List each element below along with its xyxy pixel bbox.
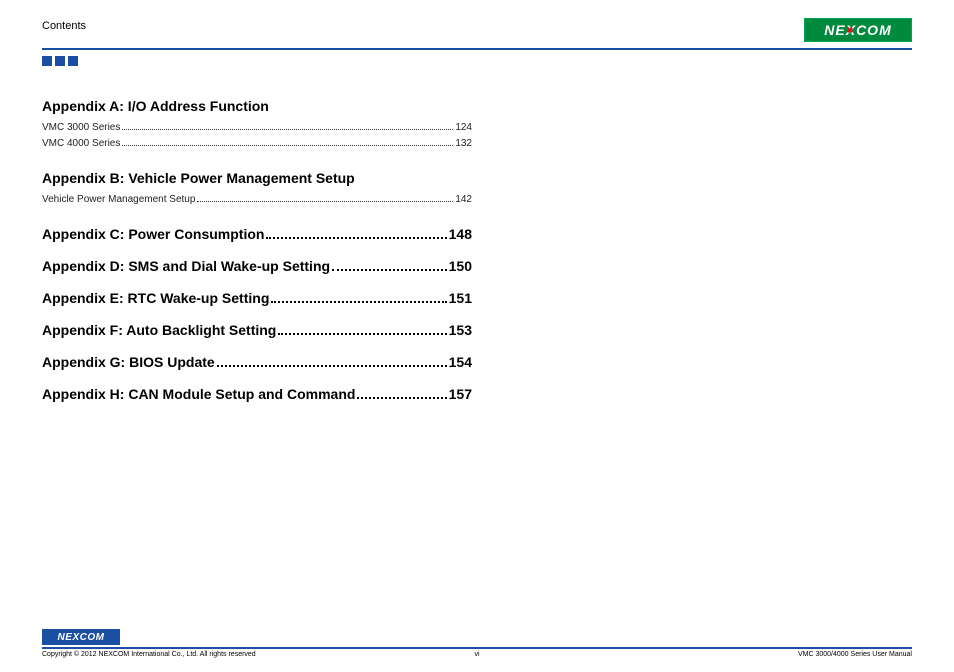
header-section-label: Contents (42, 18, 86, 32)
footer-row: Copyright © 2012 NEXCOM International Co… (42, 651, 912, 658)
toc-page: 153 (449, 322, 472, 338)
leader-dots (332, 258, 447, 271)
toc-label: VMC 3000 Series (42, 120, 120, 136)
square-icon (55, 56, 65, 66)
toc-page: 142 (455, 192, 472, 208)
page-footer: NEXCOM Copyright © 2012 NEXCOM Internati… (42, 629, 912, 658)
footer-nexcom-logo: NEXCOM (42, 629, 120, 645)
copyright-text: Copyright © 2012 NEXCOM International Co… (42, 651, 256, 658)
toc-label: Appendix H: CAN Module Setup and Command (42, 386, 355, 402)
appendix-g-entry[interactable]: Appendix G: BIOS Update 154 (42, 354, 472, 370)
toc-page: 154 (449, 354, 472, 370)
logo-x-icon: X (846, 22, 856, 38)
toc-label: Appendix F: Auto Backlight Setting (42, 322, 276, 338)
toc-label: Appendix G: BIOS Update (42, 354, 215, 370)
toc-page: 132 (455, 136, 472, 152)
toc-page: 157 (449, 386, 472, 402)
leader-dots (217, 354, 447, 367)
leader-dots (271, 290, 446, 303)
appendix-c-entry[interactable]: Appendix C: Power Consumption 148 (42, 226, 472, 242)
toc-content: Appendix A: I/O Address Function VMC 300… (42, 98, 472, 402)
leader-dots (357, 386, 446, 399)
logo-x-icon: X (72, 632, 79, 643)
leader-dots (122, 137, 453, 146)
toc-page: 150 (449, 258, 472, 274)
page-number: vi (474, 651, 479, 658)
leader-dots (266, 226, 446, 239)
header-rule-wrap (42, 48, 912, 50)
footer-rule (42, 647, 912, 649)
toc-label: Appendix C: Power Consumption (42, 226, 264, 242)
appendix-a-block: Appendix A: I/O Address Function VMC 300… (42, 98, 472, 152)
toc-label: Appendix D: SMS and Dial Wake-up Setting (42, 258, 330, 274)
toc-entry[interactable]: VMC 3000 Series 124 (42, 120, 472, 136)
toc-label: Appendix E: RTC Wake-up Setting (42, 290, 269, 306)
appendix-a-title[interactable]: Appendix A: I/O Address Function (42, 98, 472, 114)
header-rule (42, 48, 912, 50)
toc-label: Vehicle Power Management Setup (42, 192, 195, 208)
appendix-e-entry[interactable]: Appendix E: RTC Wake-up Setting 151 (42, 290, 472, 306)
toc-label: VMC 4000 Series (42, 136, 120, 152)
toc-page: 148 (449, 226, 472, 242)
leader-dots (278, 322, 446, 335)
appendix-b-title[interactable]: Appendix B: Vehicle Power Management Set… (42, 170, 472, 186)
appendix-b-block: Appendix B: Vehicle Power Management Set… (42, 170, 472, 208)
leader-dots (122, 121, 453, 130)
leader-dots (197, 193, 453, 202)
square-icon (42, 56, 52, 66)
appendix-h-entry[interactable]: Appendix H: CAN Module Setup and Command… (42, 386, 472, 402)
toc-page: 151 (449, 290, 472, 306)
square-icon (68, 56, 78, 66)
appendix-f-entry[interactable]: Appendix F: Auto Backlight Setting 153 (42, 322, 472, 338)
doc-title: VMC 3000/4000 Series User Manual (798, 651, 912, 658)
appendix-d-entry[interactable]: Appendix D: SMS and Dial Wake-up Setting… (42, 258, 472, 274)
toc-entry[interactable]: Vehicle Power Management Setup 142 (42, 192, 472, 208)
toc-entry[interactable]: VMC 4000 Series 132 (42, 136, 472, 152)
decorative-squares (42, 56, 78, 66)
page-header: Contents NEXCOM (42, 18, 912, 42)
toc-page: 124 (455, 120, 472, 136)
nexcom-logo: NEXCOM (804, 18, 912, 42)
